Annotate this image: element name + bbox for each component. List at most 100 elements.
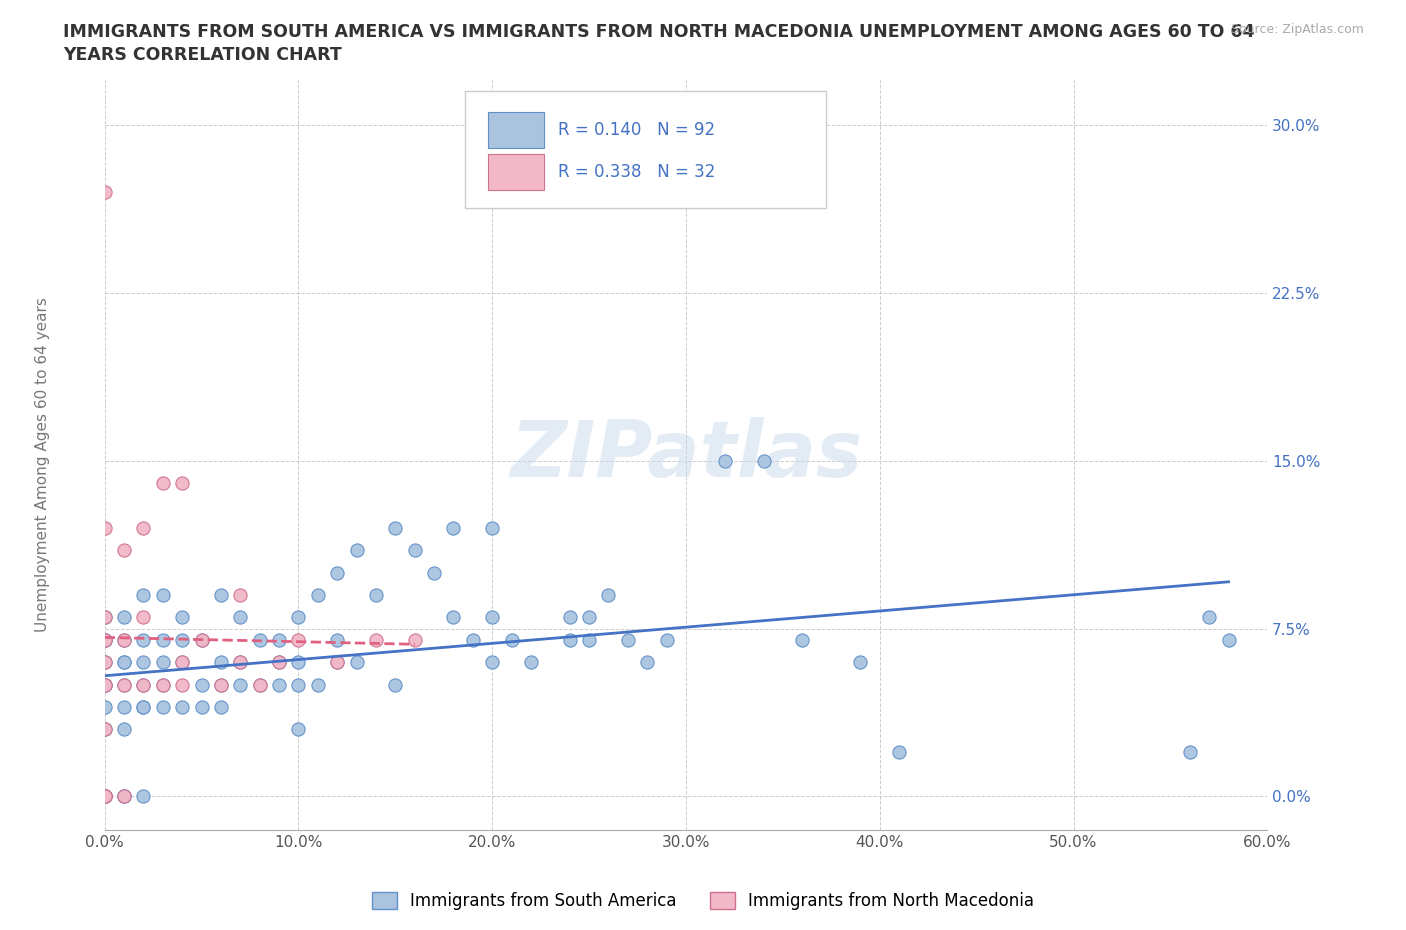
Point bbox=[172, 475, 194, 490]
Point bbox=[229, 677, 252, 692]
Point bbox=[209, 655, 232, 670]
Point bbox=[93, 610, 115, 625]
Point bbox=[578, 610, 600, 625]
Point bbox=[112, 789, 135, 804]
Point bbox=[112, 677, 135, 692]
Point bbox=[558, 610, 581, 625]
Point bbox=[152, 632, 174, 647]
Point bbox=[152, 699, 174, 714]
Point bbox=[326, 655, 349, 670]
Point bbox=[792, 632, 814, 647]
Point bbox=[655, 632, 678, 647]
Point bbox=[287, 677, 309, 692]
Point bbox=[93, 789, 115, 804]
Point bbox=[209, 588, 232, 603]
Legend: Immigrants from South America, Immigrants from North Macedonia: Immigrants from South America, Immigrant… bbox=[366, 885, 1040, 917]
Bar bbox=[488, 112, 544, 148]
Point bbox=[364, 632, 387, 647]
Point bbox=[307, 677, 329, 692]
Point bbox=[617, 632, 640, 647]
Point bbox=[481, 610, 503, 625]
Point bbox=[209, 699, 232, 714]
Point bbox=[93, 184, 115, 199]
Point bbox=[132, 610, 155, 625]
Point bbox=[1178, 744, 1201, 759]
Text: ZIPatlas: ZIPatlas bbox=[510, 417, 862, 493]
Point bbox=[112, 610, 135, 625]
Point bbox=[93, 789, 115, 804]
Point bbox=[152, 475, 174, 490]
Point bbox=[112, 655, 135, 670]
Point bbox=[713, 453, 735, 468]
Point bbox=[132, 588, 155, 603]
Point bbox=[481, 655, 503, 670]
Point bbox=[152, 655, 174, 670]
Point bbox=[112, 789, 135, 804]
Point bbox=[287, 655, 309, 670]
Point bbox=[501, 632, 523, 647]
Point bbox=[132, 699, 155, 714]
Point bbox=[93, 632, 115, 647]
Point bbox=[112, 722, 135, 737]
FancyBboxPatch shape bbox=[465, 91, 825, 207]
Point bbox=[132, 521, 155, 536]
Point bbox=[404, 632, 426, 647]
Point bbox=[112, 655, 135, 670]
Point bbox=[93, 722, 115, 737]
Point bbox=[132, 699, 155, 714]
Point bbox=[172, 699, 194, 714]
Point bbox=[598, 588, 620, 603]
Text: R = 0.140   N = 92: R = 0.140 N = 92 bbox=[558, 121, 716, 139]
Point bbox=[132, 677, 155, 692]
Point bbox=[93, 677, 115, 692]
Point bbox=[172, 655, 194, 670]
Point bbox=[112, 632, 135, 647]
Point bbox=[346, 655, 368, 670]
Point bbox=[190, 632, 212, 647]
Point bbox=[267, 655, 290, 670]
Point bbox=[93, 789, 115, 804]
Point bbox=[190, 677, 212, 692]
Point bbox=[132, 655, 155, 670]
Point bbox=[443, 610, 465, 625]
Point bbox=[578, 632, 600, 647]
Point bbox=[1218, 632, 1240, 647]
Point bbox=[93, 722, 115, 737]
Point bbox=[132, 789, 155, 804]
Point bbox=[112, 632, 135, 647]
Point bbox=[461, 632, 484, 647]
Point bbox=[249, 677, 271, 692]
Point bbox=[93, 789, 115, 804]
Point bbox=[132, 632, 155, 647]
Point bbox=[752, 453, 775, 468]
Point bbox=[209, 677, 232, 692]
Point bbox=[1198, 610, 1220, 625]
Point bbox=[636, 655, 658, 670]
Text: Source: ZipAtlas.com: Source: ZipAtlas.com bbox=[1230, 23, 1364, 36]
Point bbox=[93, 655, 115, 670]
Point bbox=[172, 610, 194, 625]
Point bbox=[172, 632, 194, 647]
Point bbox=[889, 744, 911, 759]
Point bbox=[152, 677, 174, 692]
Point bbox=[93, 521, 115, 536]
Point bbox=[267, 655, 290, 670]
Point bbox=[112, 677, 135, 692]
Point bbox=[287, 610, 309, 625]
Point bbox=[229, 655, 252, 670]
Point bbox=[112, 789, 135, 804]
Point bbox=[326, 632, 349, 647]
Point bbox=[93, 632, 115, 647]
Point bbox=[93, 610, 115, 625]
Point bbox=[152, 677, 174, 692]
Bar bbox=[488, 154, 544, 191]
Text: IMMIGRANTS FROM SOUTH AMERICA VS IMMIGRANTS FROM NORTH MACEDONIA UNEMPLOYMENT AM: IMMIGRANTS FROM SOUTH AMERICA VS IMMIGRA… bbox=[63, 23, 1254, 41]
Point bbox=[172, 655, 194, 670]
Point bbox=[307, 588, 329, 603]
Point bbox=[172, 677, 194, 692]
Point bbox=[93, 789, 115, 804]
Point bbox=[93, 655, 115, 670]
Point bbox=[190, 699, 212, 714]
Point bbox=[93, 699, 115, 714]
Point bbox=[384, 521, 406, 536]
